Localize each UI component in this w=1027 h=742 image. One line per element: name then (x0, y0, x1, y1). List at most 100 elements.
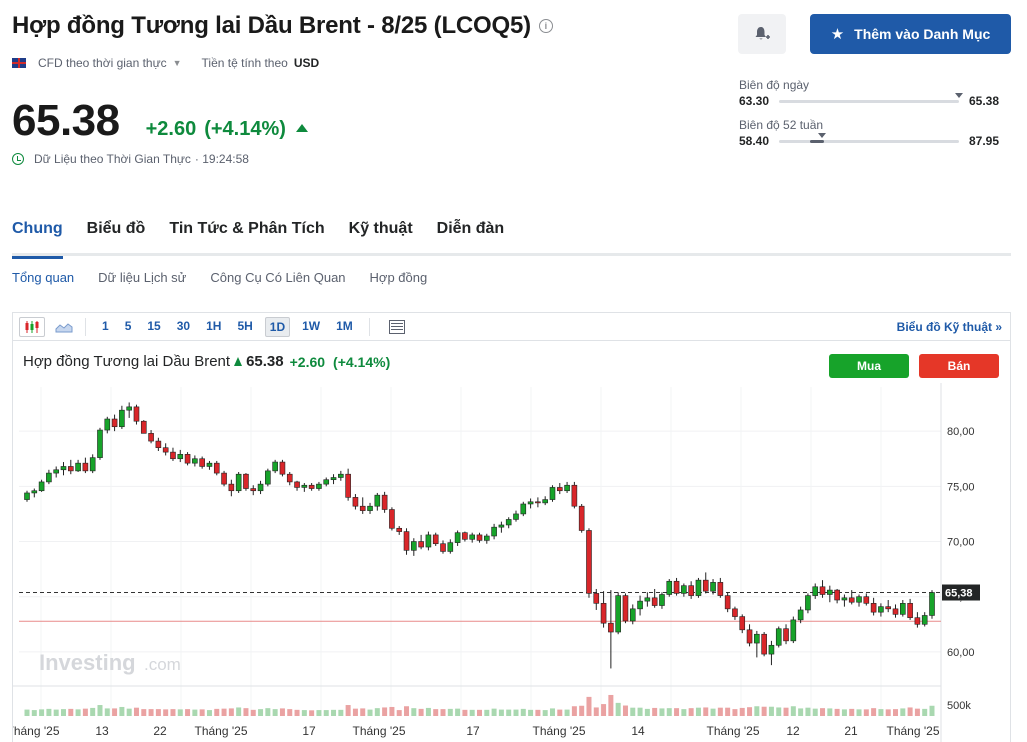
candle-body[interactable] (564, 484, 570, 492)
candle-body[interactable] (571, 484, 578, 507)
tab-news-analysis[interactable]: Tin Tức & Phân Tích (169, 220, 325, 237)
candle-body[interactable] (177, 454, 184, 460)
interval-1h[interactable]: 1H (206, 318, 222, 333)
candle-body[interactable] (600, 603, 607, 624)
candle-body[interactable] (783, 628, 789, 642)
candle-body[interactable] (462, 532, 468, 540)
candle-body[interactable] (46, 472, 52, 483)
candle-body[interactable] (556, 487, 563, 492)
candle-body[interactable] (243, 473, 249, 489)
candle-body[interactable] (870, 603, 877, 613)
candle-body[interactable] (38, 481, 45, 492)
interval-5[interactable]: 5 (124, 318, 132, 333)
candle-body[interactable] (265, 470, 271, 485)
candle-body[interactable] (593, 593, 600, 604)
candle-body[interactable] (848, 597, 855, 603)
candle-body[interactable] (345, 473, 351, 498)
candle-body[interactable] (53, 469, 59, 474)
table-view-icon[interactable] (384, 317, 410, 337)
interval-1d[interactable]: 1D (264, 316, 291, 337)
candle-body[interactable] (819, 586, 826, 595)
candle-body[interactable] (695, 579, 702, 596)
buy-button[interactable]: Mua (829, 354, 909, 378)
subtab-overview[interactable]: Tổng quan (12, 270, 75, 285)
area-chart-icon[interactable] (51, 317, 77, 337)
candle-body[interactable] (659, 594, 665, 606)
candle-body[interactable] (60, 466, 67, 471)
candle-body[interactable] (228, 483, 235, 492)
subtab-related-instruments[interactable]: Công Cụ Có Liên Quan (210, 270, 346, 285)
candle-body[interactable] (834, 589, 840, 601)
candle-body[interactable] (316, 483, 322, 489)
candle-body[interactable] (381, 494, 388, 510)
candle-body[interactable] (148, 433, 154, 442)
candle-body[interactable] (629, 608, 636, 622)
candle-body[interactable] (827, 589, 833, 595)
candle-body[interactable] (885, 606, 892, 610)
candle-body[interactable] (286, 473, 293, 483)
candle-body[interactable] (396, 527, 403, 532)
tab-overview[interactable]: Chung (12, 218, 63, 259)
candle-body[interactable] (192, 458, 198, 464)
candle-body[interactable] (184, 454, 191, 464)
candle-body[interactable] (681, 585, 687, 594)
candle-body[interactable] (82, 462, 89, 472)
price-chart[interactable]: Investing.com80,0075,0070,0065,0060,0050… (13, 383, 1010, 742)
candle-body[interactable] (294, 481, 300, 488)
candle-body[interactable] (921, 615, 928, 625)
candle-body[interactable] (301, 484, 308, 488)
candle-body[interactable] (279, 461, 286, 475)
candle-body[interactable] (476, 534, 483, 541)
candle-body[interactable] (768, 644, 775, 655)
candle-body[interactable] (542, 499, 548, 504)
candle-body[interactable] (425, 534, 432, 548)
candle-body[interactable] (126, 406, 132, 411)
candle-body[interactable] (505, 519, 512, 526)
candle-body[interactable] (272, 461, 278, 472)
candle-body[interactable] (739, 616, 746, 631)
info-icon[interactable]: i (538, 19, 553, 33)
candle-body[interactable] (608, 622, 614, 633)
add-alert-button[interactable] (738, 14, 786, 54)
subtab-historical-data[interactable]: Dữ liệu Lịch sử (98, 270, 187, 285)
candle-body[interactable] (878, 606, 884, 613)
candle-body[interactable] (330, 477, 337, 481)
candle-body[interactable] (775, 628, 782, 646)
candle-body[interactable] (812, 586, 819, 596)
interval-30[interactable]: 30 (176, 318, 191, 333)
candle-body[interactable] (323, 479, 330, 485)
candle-body[interactable] (403, 531, 410, 551)
candle-body[interactable] (155, 440, 162, 449)
interval-1m[interactable]: 1M (336, 318, 353, 333)
candle-body[interactable] (119, 409, 125, 428)
candle-body[interactable] (805, 595, 811, 611)
candlestick-chart-icon[interactable] (19, 316, 45, 337)
candle-body[interactable] (688, 585, 694, 596)
interval-5h[interactable]: 5H (237, 318, 253, 333)
subtab-contracts[interactable]: Hợp đồng (369, 270, 428, 285)
candle-body[interactable] (352, 497, 359, 507)
candle-body[interactable] (140, 420, 147, 434)
candle-body[interactable] (702, 579, 709, 592)
candle-body[interactable] (578, 505, 585, 531)
chevron-down-icon[interactable]: ▼ (172, 58, 182, 68)
candle-body[interactable] (856, 596, 862, 603)
candle-body[interactable] (199, 458, 205, 467)
candle-body[interactable] (841, 597, 848, 601)
candle-body[interactable] (615, 595, 621, 633)
candle-body[interactable] (418, 541, 424, 548)
technical-chart-link[interactable]: Biểu đồ Kỹ thuật » (896, 319, 1002, 334)
candle-body[interactable] (900, 603, 906, 615)
cfd-selector[interactable]: CFD theo thời gian thực (38, 56, 167, 70)
candle-body[interactable] (67, 466, 74, 472)
candle-body[interactable] (491, 526, 497, 537)
candle-body[interactable] (257, 483, 264, 492)
interval-1[interactable]: 1 (102, 318, 109, 333)
candle-body[interactable] (863, 596, 870, 604)
candle-body[interactable] (235, 473, 242, 492)
candle-body[interactable] (111, 418, 118, 428)
candle-body[interactable] (761, 633, 767, 655)
add-to-watchlist-button[interactable]: ★ Thêm vào Danh Mục (810, 14, 1011, 54)
candle-body[interactable] (666, 580, 673, 595)
candle-body[interactable] (89, 457, 96, 472)
